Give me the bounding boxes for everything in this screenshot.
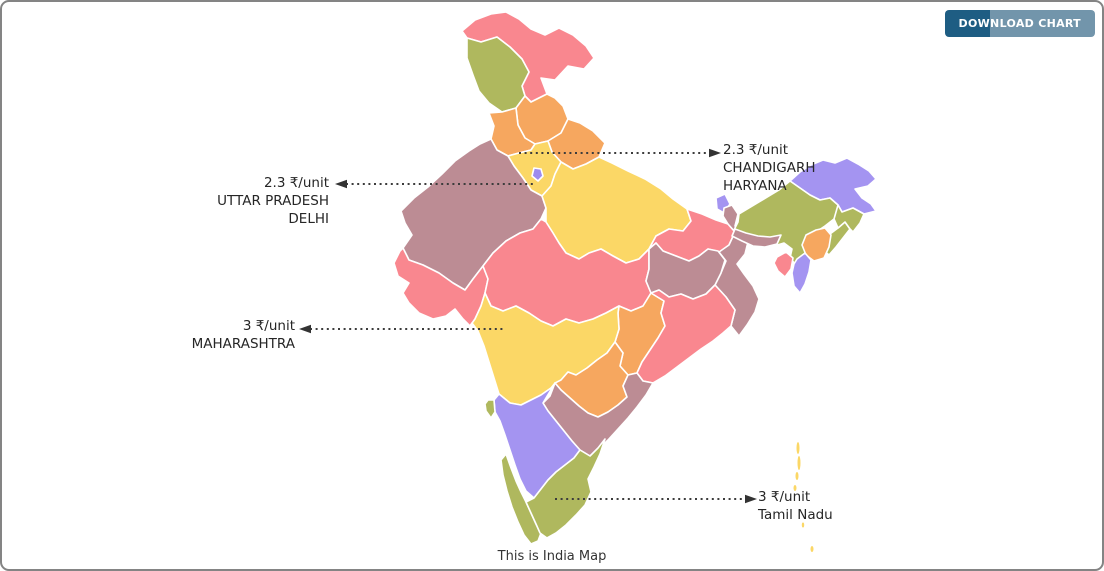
- state-goa[interactable]: [484, 399, 496, 419]
- state-andaman-nicobar-islands[interactable]: [793, 442, 814, 552]
- map-caption: This is India Map: [497, 549, 607, 564]
- annotation-value: 3 ₹/unit: [758, 489, 811, 505]
- state-manipur[interactable]: [801, 227, 832, 262]
- annotation-region-line: CHANDIGARH: [723, 160, 816, 176]
- state-mizoram[interactable]: [791, 252, 812, 294]
- annotation-tamil-nadu: 3 ₹/unit Tamil Nadu: [758, 488, 833, 524]
- connector-chandigarh-haryana: [519, 148, 721, 158]
- annotation-region-line: UTTAR PRADESH: [217, 193, 329, 209]
- annotation-maharashtra: 3 ₹/unit MAHARASHTRA: [192, 317, 295, 353]
- arrow-right-icon: [709, 148, 721, 158]
- annotation-uttar-pradesh-delhi: 2.3 ₹/unit UTTAR PRADESH DELHI: [217, 174, 329, 228]
- connector-tamil-nadu: [555, 494, 757, 504]
- state-tripura[interactable]: [773, 251, 794, 278]
- annotation-value: 3 ₹/unit: [242, 318, 295, 334]
- connector-maharashtra: [299, 324, 504, 334]
- annotation-region-line: DELHI: [288, 211, 329, 227]
- connector-uttar-pradesh-delhi: [335, 179, 535, 189]
- annotation-value: 2.3 ₹/unit: [263, 175, 329, 191]
- annotation-region-line: HARYANA: [723, 178, 787, 194]
- annotation-value: 2.3 ₹/unit: [723, 142, 789, 158]
- india-map-states: [393, 11, 877, 552]
- download-chart-button[interactable]: DOWNLOAD CHART: [944, 10, 1095, 37]
- arrow-right-icon: [745, 494, 757, 504]
- state-gujarat[interactable]: [393, 247, 489, 327]
- state-nagaland[interactable]: [833, 204, 865, 233]
- state-odisha[interactable]: [636, 284, 736, 384]
- annotation-region-line: MAHARASHTRA: [191, 336, 295, 352]
- arrow-left-icon: [299, 324, 311, 334]
- state-tamil-nadu[interactable]: [525, 438, 606, 539]
- annotation-connectors: [299, 148, 757, 504]
- annotation-region-line: Tamil Nadu: [758, 507, 833, 523]
- state-delhi[interactable]: [531, 167, 544, 182]
- arrow-left-icon: [335, 179, 347, 189]
- annotation-chandigarh-haryana: 2.3 ₹/unit CHANDIGARH HARYANA: [723, 141, 816, 195]
- state-meghalaya[interactable]: [731, 228, 782, 248]
